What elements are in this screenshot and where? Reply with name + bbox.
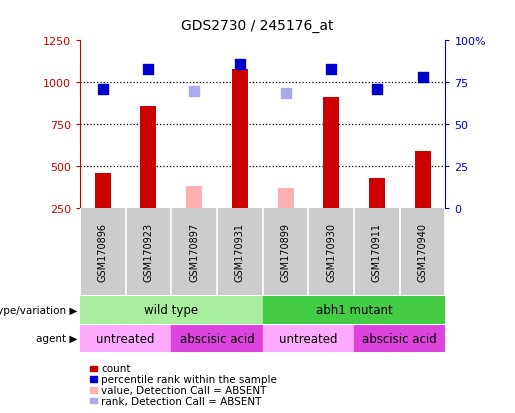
Bar: [323, 98, 339, 209]
Text: GSM170931: GSM170931: [235, 223, 245, 281]
Point: [236, 62, 244, 68]
Text: wild type: wild type: [144, 304, 198, 317]
Text: GSM170897: GSM170897: [189, 223, 199, 281]
Bar: [263, 296, 445, 324]
Point: [281, 91, 289, 97]
Bar: [369, 178, 385, 209]
Bar: [171, 325, 263, 352]
Text: GSM170930: GSM170930: [326, 223, 336, 281]
Text: GDS2730 / 245176_at: GDS2730 / 245176_at: [181, 19, 334, 33]
Bar: [80, 325, 171, 352]
Text: agent ▶: agent ▶: [36, 333, 77, 344]
Text: untreated: untreated: [96, 332, 155, 345]
Bar: [186, 187, 202, 209]
Text: percentile rank within the sample: percentile rank within the sample: [101, 374, 277, 384]
Text: abscisic acid: abscisic acid: [180, 332, 254, 345]
Bar: [141, 107, 157, 209]
Bar: [415, 152, 431, 209]
Point: [419, 75, 427, 81]
Text: genotype/variation ▶: genotype/variation ▶: [0, 305, 77, 315]
Text: rank, Detection Call = ABSENT: rank, Detection Call = ABSENT: [101, 396, 261, 406]
Bar: [263, 325, 354, 352]
Text: GSM170896: GSM170896: [98, 223, 108, 281]
Point: [98, 86, 107, 93]
Text: abscisic acid: abscisic acid: [363, 332, 437, 345]
Point: [373, 86, 381, 93]
Bar: [232, 70, 248, 209]
Text: GSM170899: GSM170899: [281, 223, 290, 281]
Bar: [354, 325, 445, 352]
Text: untreated: untreated: [279, 332, 338, 345]
Bar: [95, 173, 111, 209]
Point: [327, 66, 335, 73]
Text: GSM170911: GSM170911: [372, 223, 382, 281]
Point: [144, 66, 152, 73]
Text: abh1 mutant: abh1 mutant: [316, 304, 392, 317]
Text: value, Detection Call = ABSENT: value, Detection Call = ABSENT: [101, 385, 266, 395]
Point: [190, 88, 198, 95]
Text: count: count: [101, 363, 130, 373]
Text: GSM170940: GSM170940: [418, 223, 427, 281]
Bar: [80, 296, 263, 324]
Bar: [278, 188, 294, 209]
Text: GSM170923: GSM170923: [143, 223, 153, 281]
